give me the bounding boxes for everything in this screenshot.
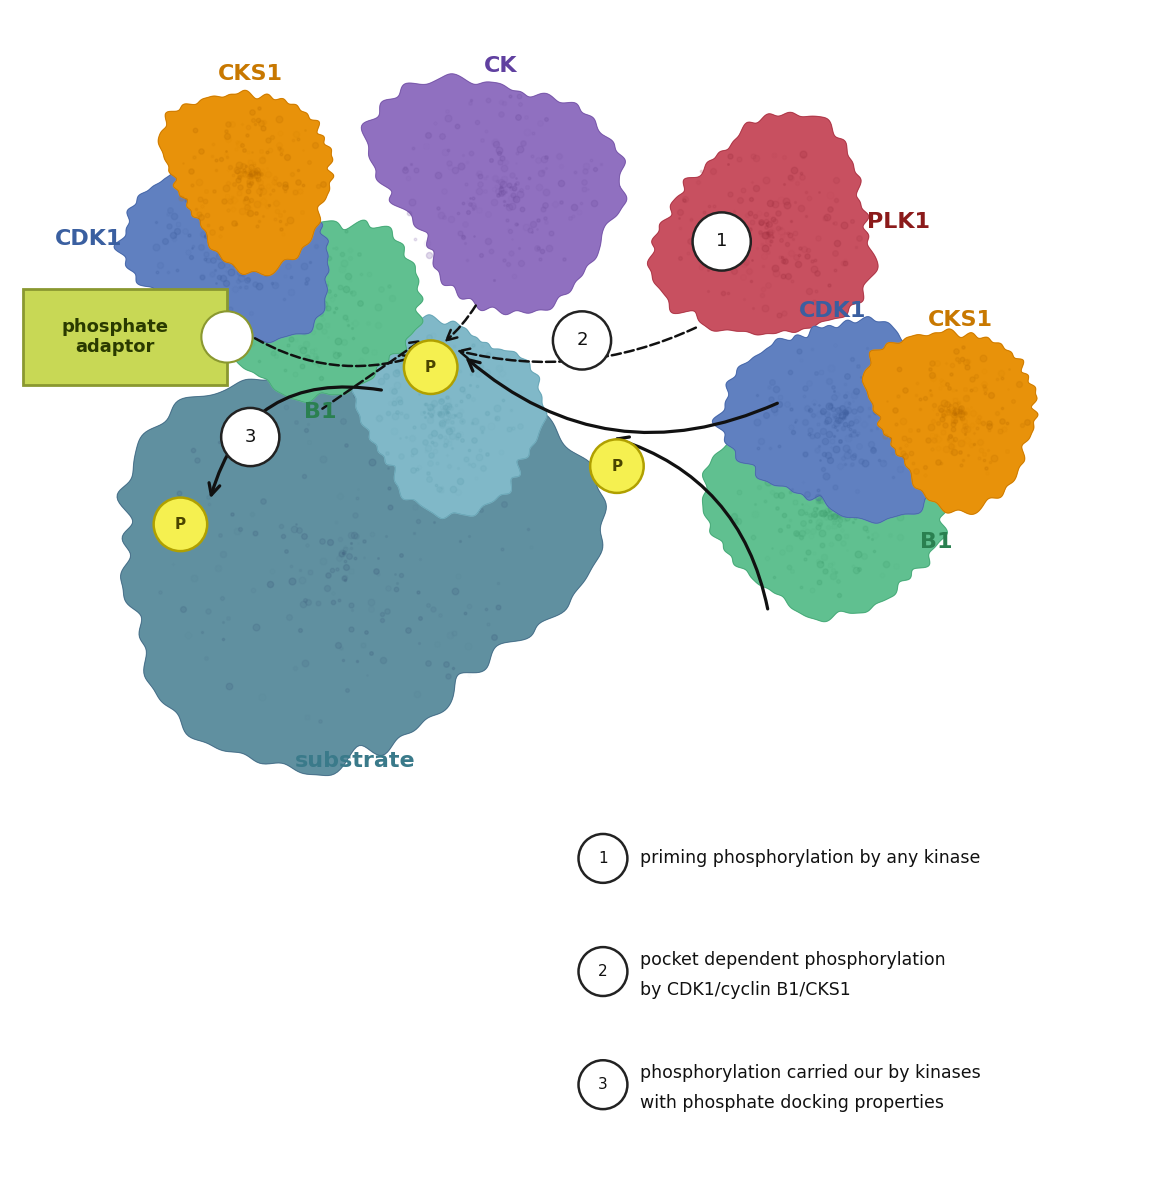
Polygon shape	[362, 74, 626, 314]
Circle shape	[579, 1061, 627, 1109]
Circle shape	[693, 212, 751, 270]
Text: 2: 2	[598, 964, 608, 979]
Polygon shape	[647, 113, 878, 335]
Circle shape	[221, 408, 279, 466]
Circle shape	[590, 439, 644, 493]
Circle shape	[154, 498, 207, 551]
Polygon shape	[703, 419, 947, 622]
Text: phosphorylation carried our by kinases: phosphorylation carried our by kinases	[640, 1064, 981, 1082]
Text: substrate: substrate	[294, 751, 416, 772]
Text: B1: B1	[920, 532, 952, 552]
Polygon shape	[118, 360, 606, 775]
Circle shape	[201, 311, 253, 362]
Text: priming phosphorylation by any kinase: priming phosphorylation by any kinase	[640, 850, 980, 868]
Text: CKS1: CKS1	[928, 310, 993, 330]
Polygon shape	[863, 329, 1038, 515]
Text: pocket dependent phosphorylation: pocket dependent phosphorylation	[640, 950, 946, 968]
Polygon shape	[114, 149, 329, 342]
FancyBboxPatch shape	[23, 289, 227, 385]
Text: P: P	[425, 360, 436, 374]
Circle shape	[404, 341, 457, 394]
Text: 3: 3	[598, 1078, 608, 1092]
Polygon shape	[352, 314, 547, 518]
Text: with phosphate docking properties: with phosphate docking properties	[640, 1094, 944, 1112]
Text: phosphate
adaptor: phosphate adaptor	[62, 318, 169, 356]
Text: P: P	[175, 517, 186, 532]
Circle shape	[579, 834, 627, 883]
Text: by CDK1/cyclin B1/CKS1: by CDK1/cyclin B1/CKS1	[640, 982, 851, 1000]
Text: B1: B1	[304, 402, 336, 422]
Text: CK: CK	[484, 56, 517, 76]
Polygon shape	[158, 90, 334, 276]
Text: 1: 1	[716, 233, 728, 251]
Text: CDK1: CDK1	[799, 301, 866, 320]
Circle shape	[579, 947, 627, 996]
Text: P: P	[611, 458, 623, 474]
Text: 1: 1	[598, 851, 608, 866]
Text: 3: 3	[244, 428, 256, 446]
Text: 2: 2	[576, 331, 588, 349]
Text: PLK1: PLK1	[867, 211, 930, 232]
Text: CDK1: CDK1	[55, 229, 122, 250]
Text: CKS1: CKS1	[218, 65, 283, 84]
Circle shape	[553, 311, 611, 370]
Polygon shape	[712, 317, 939, 523]
Polygon shape	[191, 217, 423, 402]
